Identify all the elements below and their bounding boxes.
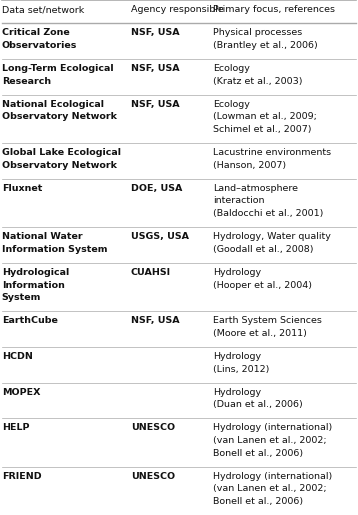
Text: Global Lake Ecological: Global Lake Ecological <box>2 148 121 157</box>
Text: Land–atmosphere: Land–atmosphere <box>213 184 298 193</box>
Text: (Goodall et al., 2008): (Goodall et al., 2008) <box>213 245 314 254</box>
Text: Information System: Information System <box>2 245 107 254</box>
Text: (Brantley et al., 2006): (Brantley et al., 2006) <box>213 41 318 50</box>
Text: CUAHSI: CUAHSI <box>131 268 171 277</box>
Text: Hydrology: Hydrology <box>213 352 261 361</box>
Text: Data set/network: Data set/network <box>2 5 84 14</box>
Text: HCDN: HCDN <box>2 352 33 361</box>
Text: MOPEX: MOPEX <box>2 388 40 397</box>
Text: Ecology: Ecology <box>213 64 250 73</box>
Text: National Ecological: National Ecological <box>2 100 104 109</box>
Text: Hydrological: Hydrological <box>2 268 69 277</box>
Text: Critical Zone: Critical Zone <box>2 28 69 37</box>
Text: Research: Research <box>2 77 51 85</box>
Text: Earth System Sciences: Earth System Sciences <box>213 316 322 325</box>
Text: Observatory Network: Observatory Network <box>2 161 117 170</box>
Text: Long-Term Ecological: Long-Term Ecological <box>2 64 113 73</box>
Text: System: System <box>2 293 41 302</box>
Text: NSF, USA: NSF, USA <box>131 64 179 73</box>
Text: (Baldocchi et al., 2001): (Baldocchi et al., 2001) <box>213 209 323 218</box>
Text: UNESCO: UNESCO <box>131 472 175 481</box>
Text: Observatory Network: Observatory Network <box>2 112 117 122</box>
Text: interaction: interaction <box>213 197 265 205</box>
Text: Physical processes: Physical processes <box>213 28 302 37</box>
Text: (van Lanen et al., 2002;: (van Lanen et al., 2002; <box>213 485 326 493</box>
Text: (Lowman et al., 2009;: (Lowman et al., 2009; <box>213 112 317 122</box>
Text: Lacustrine environments: Lacustrine environments <box>213 148 331 157</box>
Text: Hydrology: Hydrology <box>213 268 261 277</box>
Text: EarthCube: EarthCube <box>2 316 58 325</box>
Text: NSF, USA: NSF, USA <box>131 316 179 325</box>
Text: USGS, USA: USGS, USA <box>131 232 189 241</box>
Text: (Hanson, 2007): (Hanson, 2007) <box>213 161 286 170</box>
Text: National Water: National Water <box>2 232 82 241</box>
Text: Hydrology, Water quality: Hydrology, Water quality <box>213 232 331 241</box>
Text: Hydrology (international): Hydrology (international) <box>213 472 332 481</box>
Text: (Duan et al., 2006): (Duan et al., 2006) <box>213 400 303 409</box>
Text: UNESCO: UNESCO <box>131 423 175 433</box>
Text: Agency responsible: Agency responsible <box>131 5 223 14</box>
Text: NSF, USA: NSF, USA <box>131 28 179 37</box>
Text: Primary focus, references: Primary focus, references <box>213 5 335 14</box>
Text: Hydrology: Hydrology <box>213 388 261 397</box>
Text: Bonell et al., 2006): Bonell et al., 2006) <box>213 449 303 458</box>
Text: HELP: HELP <box>2 423 29 433</box>
Text: FRIEND: FRIEND <box>2 472 42 481</box>
Text: Bonell et al., 2006): Bonell et al., 2006) <box>213 497 303 506</box>
Text: Schimel et al., 2007): Schimel et al., 2007) <box>213 125 311 134</box>
Text: (Kratz et al., 2003): (Kratz et al., 2003) <box>213 77 303 85</box>
Text: Fluxnet: Fluxnet <box>2 184 42 193</box>
Text: Hydrology (international): Hydrology (international) <box>213 423 332 433</box>
Text: (Moore et al., 2011): (Moore et al., 2011) <box>213 329 307 338</box>
Text: Ecology: Ecology <box>213 100 250 109</box>
Text: (Hooper et al., 2004): (Hooper et al., 2004) <box>213 281 312 289</box>
Text: (Lins, 2012): (Lins, 2012) <box>213 365 269 374</box>
Text: Observatories: Observatories <box>2 41 77 50</box>
Text: Information: Information <box>2 281 65 289</box>
Text: NSF, USA: NSF, USA <box>131 100 179 109</box>
Text: (van Lanen et al., 2002;: (van Lanen et al., 2002; <box>213 436 326 445</box>
Text: DOE, USA: DOE, USA <box>131 184 182 193</box>
